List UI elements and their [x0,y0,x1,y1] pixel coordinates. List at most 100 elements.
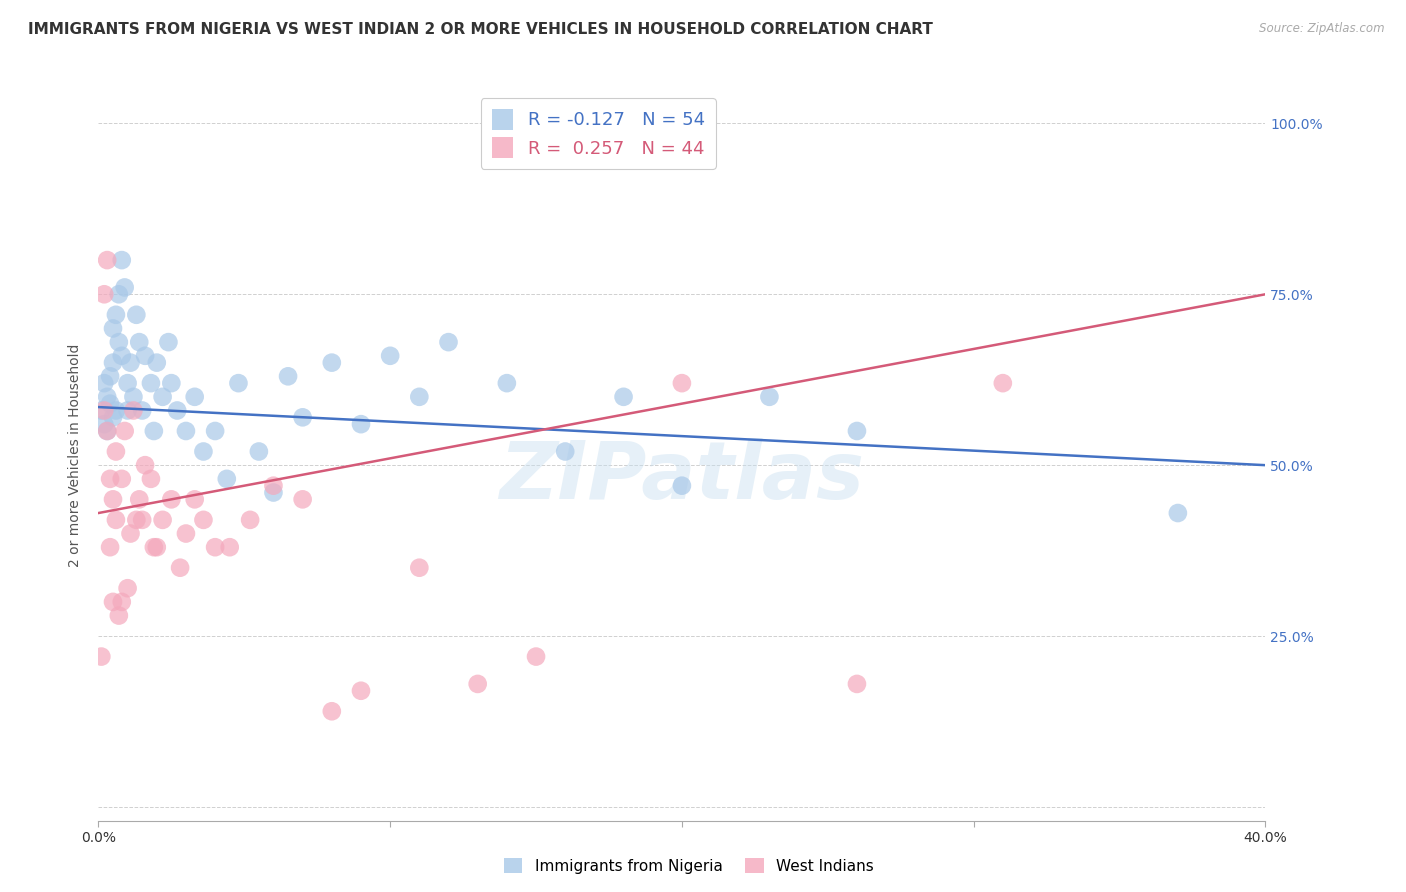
Point [157,335,180,350]
Point [128,492,150,507]
Point [467,677,489,691]
Point [96,253,118,268]
Point [1167,506,1189,520]
Point [228,376,250,391]
Point [125,513,148,527]
Point [90,403,112,417]
Point [160,376,183,391]
Point [142,540,165,554]
Point [524,649,547,664]
Point [160,492,183,507]
Point [408,390,430,404]
Point [111,472,134,486]
Point [247,444,270,458]
Point [139,376,162,391]
Point [134,458,156,472]
Text: IMMIGRANTS FROM NIGERIA VS WEST INDIAN 2 OR MORE VEHICLES IN HOUSEHOLD CORRELATI: IMMIGRANTS FROM NIGERIA VS WEST INDIAN 2… [28,22,934,37]
Point [215,472,238,486]
Point [204,424,226,438]
Point [93,376,115,391]
Point [101,356,124,370]
Point [98,397,121,411]
Point [98,540,121,554]
Point [104,308,127,322]
Point [104,403,127,417]
Point [120,356,142,370]
Point [218,540,240,554]
Point [93,287,115,301]
Point [146,540,169,554]
Point [104,444,127,458]
Point [166,403,188,417]
Point [131,513,153,527]
Point [108,287,131,301]
Point [671,478,693,492]
Point [90,649,112,664]
Point [101,321,124,335]
Point [96,390,118,404]
Point [152,390,174,404]
Point [96,424,118,438]
Point [117,403,139,417]
Point [93,417,115,432]
Point [174,424,197,438]
Point [350,417,373,432]
Point [239,513,262,527]
Point [277,369,299,384]
Point [111,349,134,363]
Point [291,492,314,507]
Point [108,608,131,623]
Point [142,424,165,438]
Point [98,369,121,384]
Point [96,424,118,438]
Point [193,513,215,527]
Point [114,424,136,438]
Point [193,444,215,458]
Point [101,492,124,507]
Point [671,376,693,391]
Point [183,492,205,507]
Point [408,560,430,574]
Point [134,349,156,363]
Point [108,335,131,350]
Point [120,526,142,541]
Point [204,540,226,554]
Point [101,595,124,609]
Point [122,403,145,417]
Point [111,595,134,609]
Point [350,683,373,698]
Point [125,308,148,322]
Point [93,403,115,417]
Point [174,526,197,541]
Text: ZIPatlas: ZIPatlas [499,438,865,516]
Point [139,472,162,486]
Point [117,376,139,391]
Point [321,704,343,718]
Point [845,677,868,691]
Legend: Immigrants from Nigeria, West Indians: Immigrants from Nigeria, West Indians [498,852,880,880]
Legend: R = -0.127   N = 54, R =  0.257   N = 44: R = -0.127 N = 54, R = 0.257 N = 44 [481,98,716,169]
Point [437,335,460,350]
Point [111,253,134,268]
Point [104,513,127,527]
Point [114,280,136,294]
Point [122,390,145,404]
Point [845,424,868,438]
Point [291,410,314,425]
Point [378,349,402,363]
Point [612,390,634,404]
Point [117,581,139,595]
Point [101,410,124,425]
Point [98,472,121,486]
Point [183,390,205,404]
Point [169,560,191,574]
Point [991,376,1014,391]
Point [262,485,284,500]
Point [554,444,576,458]
Point [758,390,780,404]
Point [321,356,343,370]
Y-axis label: 2 or more Vehicles in Household: 2 or more Vehicles in Household [69,343,83,566]
Point [131,403,153,417]
Text: Source: ZipAtlas.com: Source: ZipAtlas.com [1260,22,1385,36]
Point [152,513,174,527]
